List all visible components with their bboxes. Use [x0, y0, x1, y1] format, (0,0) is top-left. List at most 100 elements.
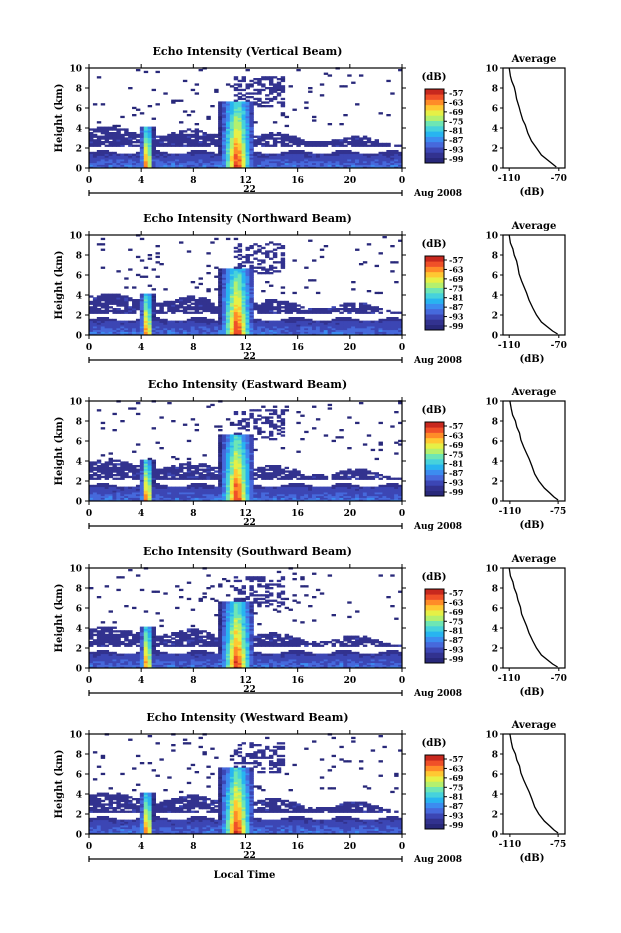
heatmap-cell: [140, 127, 144, 129]
heatmap-cell: [277, 101, 281, 103]
heatmap-cell: [351, 136, 355, 138]
heatmap-cell: [93, 467, 97, 469]
heatmap-cell: [339, 476, 343, 478]
heatmap-cell: [116, 270, 120, 272]
heatmap-cell: [179, 154, 183, 156]
heatmap-cell: [214, 154, 218, 156]
heatmap-cell: [265, 409, 269, 411]
date-month-label: Aug 2008: [413, 356, 462, 366]
heatmap-cell: [214, 89, 218, 91]
heatmap-cell: [339, 150, 343, 152]
average-y-tick-label: 4: [492, 125, 498, 135]
heatmap-cell: [269, 76, 273, 78]
heatmap-cell: [175, 304, 179, 306]
heatmap-cell: [265, 105, 269, 107]
heatmap-cell: [253, 472, 257, 474]
heatmap-cell: [238, 80, 242, 82]
colorbar-swatch: [425, 464, 444, 470]
heatmap-cell: [238, 420, 242, 422]
heatmap-cell: [324, 245, 328, 247]
heatmap-cell: [230, 268, 234, 270]
heatmap-cell: [109, 452, 113, 454]
heatmap-cell: [359, 321, 363, 323]
heatmap-cell: [312, 116, 316, 118]
heatmap-cell: [281, 85, 285, 87]
heatmap-cell: [281, 418, 285, 420]
heatmap-cell: [281, 485, 285, 487]
heatmap-cell: [109, 141, 113, 143]
heatmap-cell: [191, 483, 195, 485]
heatmap-cell: [238, 83, 242, 85]
colorbar-swatch: [425, 272, 444, 278]
heatmap-cell: [226, 83, 230, 85]
heatmap-cell: [246, 92, 250, 94]
heatmap-cell: [116, 487, 120, 489]
heatmap-cell: [93, 485, 97, 487]
heatmap-cell: [136, 145, 140, 147]
heatmap-cell: [375, 458, 379, 460]
heatmap-cell: [109, 310, 113, 312]
heatmap-cell: [335, 308, 339, 310]
colorbar-swatch: [425, 314, 444, 320]
heatmap-cell: [359, 303, 363, 305]
heatmap-cell: [386, 310, 390, 312]
heatmap-cell: [269, 431, 273, 433]
heatmap-cell: [335, 483, 339, 485]
heatmap-cell: [347, 476, 351, 478]
heatmap-cell: [261, 267, 265, 269]
heatmap-cell: [112, 460, 116, 462]
heatmap-cell: [97, 465, 101, 467]
heatmap-cell: [265, 250, 269, 252]
heatmap-cell: [183, 134, 187, 136]
heatmap-cell: [218, 268, 222, 270]
heatmap-cell: [242, 268, 246, 270]
heatmap-cell: [281, 286, 285, 288]
heatmap-cell: [359, 402, 363, 404]
heatmap-cell: [191, 418, 195, 420]
heatmap-cell: [308, 319, 312, 321]
heatmap-cell: [324, 154, 328, 156]
colorbar-swatch: [425, 267, 444, 273]
heatmap-cell: [156, 310, 160, 312]
heatmap-cell: [136, 469, 140, 471]
heatmap-cell: [382, 319, 386, 321]
heatmap-cell: [246, 422, 250, 424]
heatmap-cell: [355, 485, 359, 487]
heatmap-cell: [289, 85, 293, 87]
heatmap-cell: [332, 319, 336, 321]
heatmap-cell: [234, 411, 238, 413]
colorbar-swatch: [425, 126, 444, 132]
heatmap-cell: [285, 406, 289, 408]
heatmap-cell: [375, 487, 379, 489]
heatmap-cell: [234, 76, 238, 78]
heatmap-cell: [156, 483, 160, 485]
heatmap-cell: [285, 409, 289, 411]
heatmap-cell: [93, 319, 97, 321]
heatmap-cell: [320, 256, 324, 258]
heatmap-cells: [89, 400, 403, 501]
heatmap-cell: [206, 134, 210, 136]
date-day-label: 22: [243, 518, 256, 528]
heatmap-cell: [273, 83, 277, 85]
heatmap-cell: [97, 121, 101, 123]
heatmap-cell: [355, 319, 359, 321]
heatmap-cell: [183, 463, 187, 465]
heatmap-cell: [339, 304, 343, 306]
heatmap-cell: [257, 78, 261, 80]
heatmap-cell: [277, 82, 281, 84]
heatmap-cell: [97, 136, 101, 138]
heatmap-cell: [386, 483, 390, 485]
heatmap-cell: [359, 137, 363, 139]
heatmap-cell: [128, 297, 132, 299]
heatmap-cell: [148, 258, 152, 260]
heatmap-cell: [101, 303, 105, 305]
heatmap-cell: [199, 483, 203, 485]
heatmap-cell: [296, 304, 300, 306]
heatmap-cell: [308, 87, 312, 89]
heatmap-cell: [218, 434, 222, 436]
heatmap-cell: [101, 243, 105, 245]
heatmap-cell: [347, 317, 351, 319]
heatmap-cell: [214, 238, 218, 240]
heatmap-cell: [163, 92, 167, 94]
